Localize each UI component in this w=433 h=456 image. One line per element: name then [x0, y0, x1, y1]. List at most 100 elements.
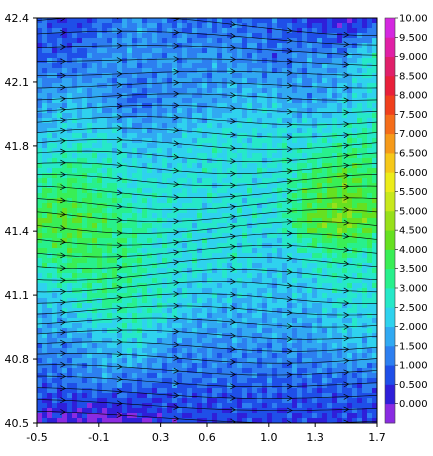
heatmap-cell: [227, 338, 233, 344]
heatmap-cell: [182, 198, 188, 204]
heatmap-cell: [152, 288, 158, 294]
heatmap-cell: [157, 53, 163, 59]
heatmap-cell: [112, 188, 118, 194]
heatmap-cell: [122, 33, 128, 39]
heatmap-cell: [357, 123, 363, 129]
heatmap-cell: [347, 273, 353, 279]
heatmap-cell: [372, 348, 377, 354]
heatmap-cell: [107, 78, 113, 84]
heatmap-cell: [212, 283, 218, 289]
heatmap-cell: [187, 308, 193, 314]
heatmap-cell: [347, 118, 353, 124]
heatmap-cell: [262, 378, 268, 384]
heatmap-cell: [42, 353, 48, 359]
heatmap-cell: [327, 198, 333, 204]
heatmap-cell: [222, 223, 228, 229]
heatmap-cell: [92, 23, 98, 29]
heatmap-cell: [187, 298, 193, 304]
heatmap-cell: [232, 133, 238, 139]
heatmap-cell: [242, 113, 248, 119]
heatmap-cell: [272, 243, 278, 249]
heatmap-cell: [72, 118, 78, 124]
heatmap-cell: [37, 208, 43, 214]
heatmap-cell: [352, 133, 358, 139]
heatmap-cell: [177, 348, 183, 354]
heatmap-cell: [72, 383, 78, 389]
heatmap-cell: [67, 233, 73, 239]
heatmap-cell: [312, 203, 318, 209]
heatmap-cell: [217, 63, 223, 69]
heatmap-cell: [272, 158, 278, 164]
heatmap-cell: [182, 213, 188, 219]
heatmap-cell: [147, 323, 153, 329]
heatmap-cell: [327, 268, 333, 274]
heatmap-cell: [52, 223, 58, 229]
heatmap-cell: [162, 38, 168, 44]
heatmap-cell: [142, 238, 148, 244]
heatmap-cell: [187, 368, 193, 374]
heatmap-cell: [282, 313, 288, 319]
heatmap-cell: [372, 118, 377, 124]
heatmap-cell: [62, 318, 68, 324]
heatmap-cell: [312, 53, 318, 59]
heatmap-cell: [267, 353, 273, 359]
heatmap-cell: [227, 198, 233, 204]
heatmap-cell: [82, 338, 88, 344]
heatmap-cell: [72, 53, 78, 59]
heatmap-cell: [117, 348, 123, 354]
heatmap-cell: [307, 358, 313, 364]
heatmap-cell: [82, 93, 88, 99]
heatmap-cell: [77, 148, 83, 154]
heatmap-cell: [232, 213, 238, 219]
heatmap-cell: [242, 233, 248, 239]
heatmap-cell: [187, 268, 193, 274]
heatmap-cell: [57, 43, 63, 49]
heatmap-cell: [272, 28, 278, 34]
heatmap-cell: [282, 43, 288, 49]
heatmap-cell: [212, 128, 218, 134]
heatmap-cell: [297, 298, 303, 304]
heatmap-cell: [302, 353, 308, 359]
heatmap-cell: [342, 68, 348, 74]
heatmap-cell: [347, 93, 353, 99]
heatmap-cell: [247, 123, 253, 129]
heatmap-cell: [92, 68, 98, 74]
heatmap-cell: [272, 43, 278, 49]
heatmap-cell: [317, 173, 323, 179]
heatmap-cell: [147, 303, 153, 309]
heatmap-cell: [67, 208, 73, 214]
heatmap-cell: [37, 53, 43, 59]
heatmap-cell: [322, 273, 328, 279]
heatmap-cell: [342, 373, 348, 379]
heatmap-cell: [362, 373, 368, 379]
heatmap-cell: [277, 118, 283, 124]
heatmap-cell: [272, 238, 278, 244]
heatmap-cell: [282, 123, 288, 129]
heatmap-cell: [357, 233, 363, 239]
heatmap-cell: [57, 178, 63, 184]
heatmap-cell: [337, 273, 343, 279]
heatmap-cell: [212, 308, 218, 314]
heatmap-cell: [252, 23, 258, 29]
heatmap-cell: [102, 23, 108, 29]
heatmap-cell: [227, 28, 233, 34]
heatmap-cell: [292, 98, 298, 104]
heatmap-cell: [247, 378, 253, 384]
heatmap-cell: [47, 203, 53, 209]
heatmap-cell: [362, 23, 368, 29]
heatmap-cell: [122, 348, 128, 354]
heatmap-cell: [322, 138, 328, 144]
heatmap-cell: [297, 273, 303, 279]
heatmap-cell: [72, 278, 78, 284]
heatmap-cell: [242, 88, 248, 94]
heatmap-cell: [282, 203, 288, 209]
heatmap-cell: [337, 223, 343, 229]
heatmap-cell: [337, 278, 343, 284]
heatmap-cell: [107, 193, 113, 199]
heatmap-cell: [157, 218, 163, 224]
heatmap-cell: [352, 368, 358, 374]
heatmap-cell: [62, 268, 68, 274]
heatmap-cell: [372, 43, 377, 49]
heatmap-cell: [197, 123, 203, 129]
heatmap-cell: [197, 288, 203, 294]
